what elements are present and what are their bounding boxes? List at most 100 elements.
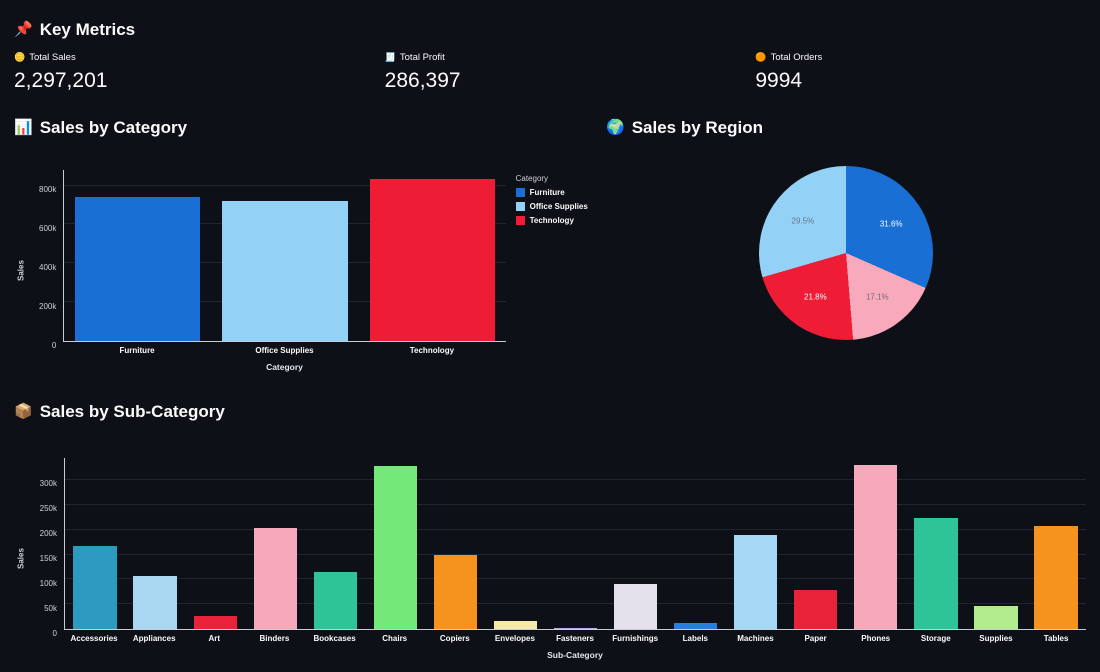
region-pie-chart[interactable]: 31.6% 17.1% 21.8% 29.5%	[759, 166, 933, 340]
bar-tables[interactable]	[1034, 526, 1078, 629]
sales-by-category-section: 📊 Sales by Category Sales 0 200k 400k 600k 8…	[14, 116, 606, 372]
gridline	[65, 528, 1086, 530]
category-legend: Category Furniture Office Supplies Technolo…	[515, 170, 606, 230]
bar-furnishings[interactable]	[613, 583, 658, 629]
bar-office-supplies[interactable]	[222, 201, 348, 341]
metric-total-orders-value: 9994	[755, 69, 803, 92]
y-tick-label: 300k	[39, 479, 57, 489]
bar-binders[interactable]	[253, 528, 297, 629]
x-tick-label: Tables	[1043, 634, 1069, 643]
bar-slot	[726, 458, 786, 629]
x-tick-label: Furniture	[119, 346, 155, 355]
legend-title: Category	[515, 174, 549, 183]
pie-slice-label: 31.6%	[879, 219, 903, 229]
sales-by-subcategory-title: 📦 Sales by Sub-Category	[14, 400, 1086, 424]
bar-art[interactable]	[193, 615, 237, 629]
sales-by-region-title: 🌍 Sales by Region	[606, 116, 1086, 140]
bar-slot	[786, 458, 846, 629]
y-tick-label: 250k	[39, 504, 57, 514]
bar-accessories[interactable]	[73, 546, 117, 629]
pie-slice-label: 21.8%	[804, 292, 827, 302]
pushpin-icon: 📌	[14, 21, 33, 38]
bar-slot	[211, 170, 358, 341]
bar-labels[interactable]	[674, 622, 718, 629]
bar-slot	[65, 458, 125, 629]
legend-swatch-icon	[515, 188, 525, 197]
sales-by-subcategory-title-text: Sales by Sub-Category	[39, 402, 225, 421]
bar-slot	[64, 170, 211, 341]
y-tick-label: 100k	[39, 579, 57, 589]
bar-slot	[1026, 458, 1086, 629]
bar-slot	[906, 458, 966, 629]
pie-slice-label: 29.5%	[791, 216, 815, 226]
gridline	[65, 479, 1086, 481]
bar-slot	[966, 458, 1026, 629]
x-axis-title: Category	[266, 362, 303, 372]
subcategory-plot-area	[64, 458, 1086, 630]
bar-phones[interactable]	[854, 465, 898, 629]
x-tick-label: Technology	[409, 346, 455, 355]
sales-by-region-title-text: Sales by Region	[631, 118, 764, 137]
subcategory-bar-chart: Sales 0 50k 100k 150k 200k 250k 300k Accessori…	[14, 458, 1086, 660]
bar-slot	[606, 458, 666, 629]
x-tick-label: Accessories	[70, 634, 118, 643]
sales-by-category-title-text: Sales by Category	[39, 118, 188, 137]
key-metrics-title-text: Key Metrics	[39, 20, 136, 39]
bar-slot	[425, 458, 485, 629]
bar-envelopes[interactable]	[493, 620, 538, 629]
bar-furniture[interactable]	[75, 196, 201, 341]
x-tick-label: Storage	[920, 634, 951, 643]
bar-copiers[interactable]	[433, 554, 478, 629]
bar-slot	[359, 170, 506, 341]
y-tick-label: 0	[51, 341, 57, 350]
y-tick-label: 400k	[39, 262, 57, 272]
bar-fasteners[interactable]	[553, 627, 598, 629]
y-tick-label: 150k	[39, 554, 57, 564]
metric-total-orders-label: 🟠 Total Orders	[755, 52, 1086, 63]
gridline	[65, 578, 1086, 580]
legend-swatch-icon	[515, 216, 525, 225]
y-tick-label: 50k	[44, 604, 57, 614]
bar-machines[interactable]	[734, 535, 778, 629]
bar-slot	[666, 458, 726, 629]
legend-entry-office-supplies[interactable]: Office Supplies	[515, 202, 606, 211]
bar-storage[interactable]	[914, 518, 958, 629]
legend-entry-technology[interactable]: Technology	[515, 216, 606, 225]
bar-bookcases[interactable]	[313, 572, 357, 629]
x-tick-label: Art	[208, 634, 221, 643]
y-tick-label: 800k	[39, 184, 57, 194]
metric-total-profit: 🧾 Total Profit 286,397	[385, 52, 716, 94]
metric-total-profit-value: 286,397	[384, 69, 461, 92]
x-tick-label: Paper	[804, 634, 827, 643]
x-tick-label: Furnishings	[612, 634, 659, 643]
x-tick-label: Copiers	[439, 634, 470, 643]
x-tick-label: Office Supplies	[255, 346, 314, 355]
sales-by-subcategory-section: 📦 Sales by Sub-Category Sales 0 50k 100k 15…	[14, 400, 1086, 660]
legend-entry-furniture[interactable]: Furniture	[515, 188, 606, 197]
bar-appliances[interactable]	[133, 575, 177, 629]
metric-label-text: Total Profit	[399, 52, 445, 63]
pie-area: 31.6% 17.1% 21.8% 29.5%	[606, 166, 1086, 340]
category-bar-chart: Sales 0 200k 400k 600k 800k Furniture Office …	[14, 170, 606, 372]
plot-column: Accessories Appliances Art Binders Bookcases…	[64, 458, 1086, 660]
x-tick-labels: Furniture Office Supplies Technology	[63, 346, 505, 355]
x-tick-label: Labels	[682, 634, 708, 643]
gridline	[65, 504, 1086, 506]
sales-by-category-title: 📊 Sales by Category	[14, 116, 606, 140]
x-tick-label: Chairs	[382, 634, 408, 643]
bar-chairs[interactable]	[373, 466, 417, 629]
key-metrics-title: 📌 Key Metrics	[14, 18, 1086, 42]
y-tick-label: 200k	[39, 301, 57, 311]
category-plot-area	[63, 170, 506, 342]
metric-label-text: Total Orders	[770, 52, 823, 63]
legend-entry-label: Office Supplies	[529, 202, 588, 211]
x-tick-label: Bookcases	[313, 634, 356, 643]
bar-technology[interactable]	[369, 178, 495, 341]
coin-icon: 🪙	[14, 52, 26, 62]
y-tick-label: 0	[52, 629, 57, 638]
metric-total-profit-label: 🧾 Total Profit	[385, 52, 716, 63]
package-icon: 📦	[14, 403, 33, 420]
bar-paper[interactable]	[794, 590, 838, 629]
bar-supplies[interactable]	[974, 605, 1018, 629]
x-tick-label: Binders	[259, 634, 290, 643]
